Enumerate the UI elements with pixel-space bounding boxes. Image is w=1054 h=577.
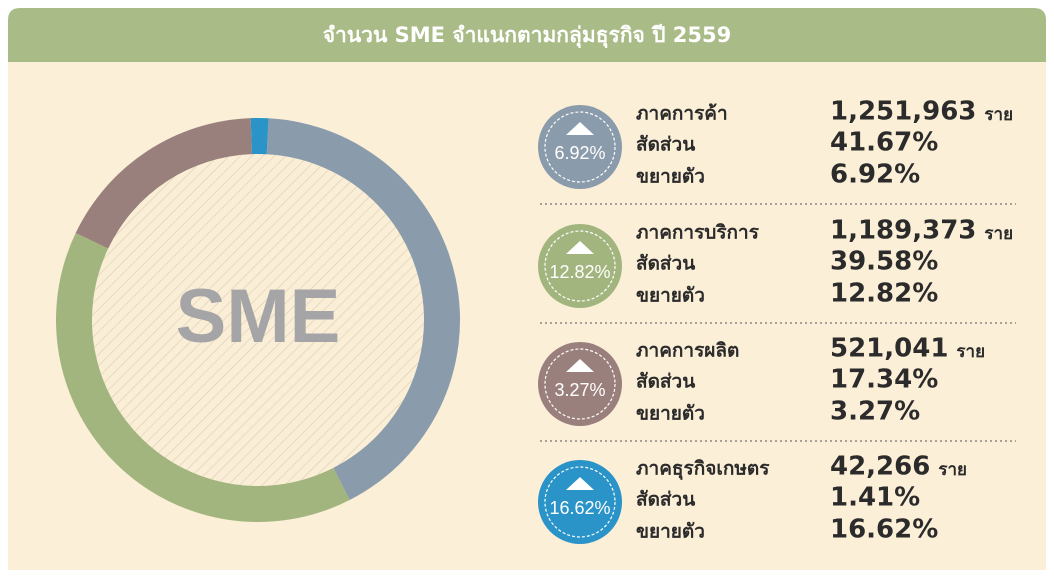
- growth-badge: [538, 460, 622, 544]
- category-label: ภาคการผลิต: [636, 340, 739, 362]
- badge-ring: [544, 348, 616, 420]
- category-label: ภาคการบริการ: [636, 222, 760, 244]
- badge-ring: [544, 230, 616, 302]
- share-label: สัดส่วน: [636, 371, 695, 393]
- badge-growth: 16.62%: [549, 498, 610, 518]
- share-label: สัดส่วน: [636, 134, 695, 156]
- up-arrow: [566, 122, 594, 135]
- up-arrow: [566, 477, 594, 490]
- growth-value: 16.62%: [830, 515, 938, 545]
- growth-label: ขยายตัว: [636, 166, 705, 188]
- count-value: 1,189,373: [830, 216, 976, 246]
- count-unit: ราย: [984, 105, 1013, 125]
- growth-value: 12.82%: [830, 279, 938, 309]
- count-unit: ราย: [956, 342, 985, 362]
- growth-value: 6.92%: [830, 160, 920, 190]
- share-value: 1.41%: [830, 483, 920, 513]
- share-label: สัดส่วน: [636, 489, 695, 511]
- category-label: ภาคธุรกิจเกษตร: [636, 458, 770, 481]
- donut-slice: [250, 118, 269, 155]
- growth-value: 3.27%: [830, 397, 920, 427]
- donut-slice: [266, 118, 461, 501]
- share-label: สัดส่วน: [636, 253, 695, 275]
- up-arrow: [566, 359, 594, 372]
- share-value: 39.58%: [830, 247, 938, 277]
- badge-ring: [544, 466, 616, 538]
- up-arrow: [566, 241, 594, 254]
- badge-growth: 12.82%: [549, 262, 610, 282]
- growth-label: ขยายตัว: [636, 521, 705, 543]
- donut-slice: [75, 118, 252, 249]
- count-value: 1,251,963: [830, 97, 976, 127]
- header-bar: [8, 8, 1046, 62]
- growth-badge: [538, 105, 622, 189]
- badge-growth: 3.27%: [554, 380, 605, 400]
- center-disc: [92, 154, 424, 486]
- category-label: ภาคการค้า: [636, 103, 728, 125]
- growth-badge: [538, 224, 622, 308]
- growth-badge: [538, 342, 622, 426]
- center-label: SME: [176, 274, 341, 359]
- growth-label: ขยายตัว: [636, 403, 705, 425]
- count-value: 521,041: [830, 334, 948, 364]
- chart-title: จำนวน SME จำแนกตามกลุ่มธุรกิจ ปี 2559: [323, 23, 732, 49]
- growth-label: ขยายตัว: [636, 285, 705, 307]
- count-unit: ราย: [984, 224, 1013, 244]
- donut-slice: [55, 233, 350, 523]
- share-value: 41.67%: [830, 128, 938, 158]
- count-unit: ราย: [938, 460, 967, 480]
- share-value: 17.34%: [830, 365, 938, 395]
- badge-ring: [544, 111, 616, 183]
- badge-growth: 6.92%: [554, 143, 605, 163]
- count-value: 42,266: [830, 452, 930, 482]
